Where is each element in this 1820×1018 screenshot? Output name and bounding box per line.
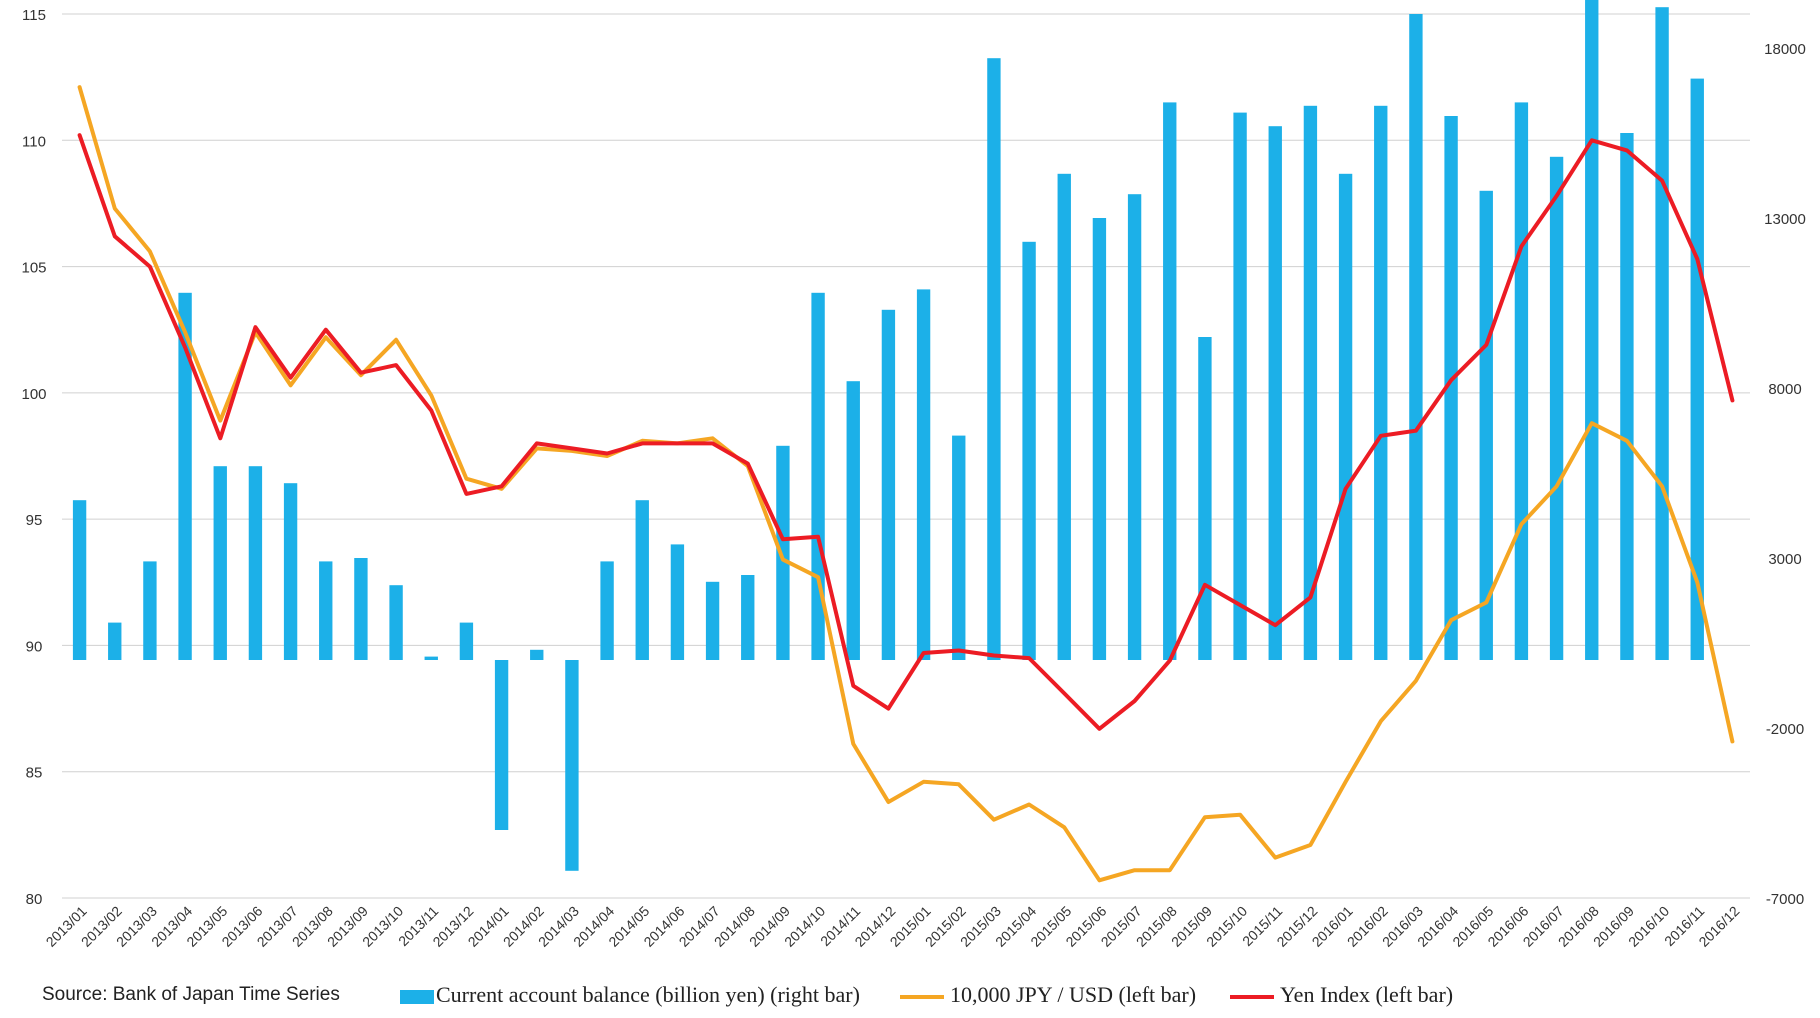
bar-current-account: [670, 544, 685, 660]
left-axis-tick-label: 100: [21, 386, 46, 403]
bar-current-account: [1198, 337, 1212, 660]
legend-swatch-yen-index: [1230, 994, 1274, 999]
bar-current-account: [1092, 218, 1107, 660]
bar-current-account: [1057, 173, 1071, 661]
bar-current-account: [389, 585, 403, 660]
bar-current-account: [72, 500, 87, 660]
bar-current-account: [776, 445, 790, 660]
bar-current-account: [143, 561, 157, 660]
bar-current-account: [811, 292, 825, 660]
bar-current-account: [1303, 105, 1318, 661]
legend-label-current-account: Current account balance (billion yen) (r…: [436, 982, 860, 1007]
bar-current-account: [881, 309, 896, 660]
bar-current-account: [459, 622, 474, 660]
legend-item-jpy-usd: 10,000 JPY / USD (left bar): [900, 982, 1196, 1008]
left-axis-tick-label: 110: [22, 133, 46, 150]
bar-current-account: [1585, 0, 1599, 660]
bar-current-account: [1268, 126, 1282, 660]
bar-current-account: [846, 381, 860, 660]
left-axis-tick-label: 105: [21, 260, 46, 277]
right-axis-tick-label: 18000: [1764, 41, 1806, 58]
right-axis-tick-label: -2000: [1766, 721, 1804, 738]
bar-current-account: [565, 660, 579, 871]
legend: Source: Bank of Japan Time Series Curren…: [0, 978, 1820, 1012]
bar-current-account: [952, 435, 966, 660]
source-note: Source: Bank of Japan Time Series: [42, 984, 340, 1005]
bar-current-account: [741, 575, 755, 660]
bar-current-account: [248, 466, 263, 660]
right-axis-tick-label: -7000: [1766, 891, 1804, 908]
bar-current-account: [635, 500, 649, 660]
bar-current-account: [1479, 190, 1493, 661]
bar-current-account: [424, 656, 438, 660]
bar-current-account: [1514, 102, 1529, 660]
right-axis-tick-label: 13000: [1764, 211, 1806, 228]
legend-swatch-bar: [400, 989, 434, 1004]
bar-current-account: [178, 292, 192, 660]
bar-current-account: [530, 649, 544, 660]
bar-current-account: [1374, 105, 1388, 661]
bar-current-account: [916, 289, 931, 660]
legend-label-yen-index: Yen Index (left bar): [1280, 982, 1454, 1007]
left-axis-tick-label: 90: [26, 638, 43, 655]
legend-label-jpy-usd: 10,000 JPY / USD (left bar): [950, 982, 1197, 1007]
right-axis-tick-label: 8000: [1768, 381, 1801, 398]
bar-current-account: [1022, 241, 1036, 661]
series-line-jpy-usd: [77, 85, 1735, 883]
bar-current-account: [494, 660, 509, 830]
bar-current-account: [319, 561, 333, 660]
legend-item-current-account: Current account balance (billion yen) (r…: [400, 982, 860, 1008]
bar-current-account: [1163, 102, 1177, 660]
bar-current-account: [354, 558, 368, 660]
series-line-yen-index: [77, 133, 1735, 731]
bar-current-account: [1549, 156, 1564, 661]
bar-current-account: [1409, 14, 1423, 660]
bar-current-account: [987, 58, 1001, 660]
bar-current-account: [213, 466, 227, 660]
right-axis-tick-label: 3000: [1768, 551, 1801, 568]
legend-item-yen-index: Yen Index (left bar): [1230, 982, 1453, 1008]
bar-current-account: [1338, 173, 1353, 661]
bar-current-account: [1127, 194, 1142, 660]
left-axis-tick-label: 85: [26, 765, 43, 782]
bar-current-account: [1233, 112, 1247, 661]
left-axis-tick-label: 115: [22, 7, 46, 24]
legend-swatch-jpy-usd: [900, 994, 944, 999]
bar-current-account: [108, 622, 122, 660]
bar-current-account: [283, 483, 298, 660]
left-axis-tick-label: 95: [26, 512, 43, 529]
bar-current-account: [600, 561, 614, 660]
bar-current-account: [705, 581, 720, 660]
chart-canvas: 80 85 90 95 100 105 110 115 -7000 -2000 3000 8000 13…: [21, 0, 1806, 950]
bar-current-account: [1444, 116, 1458, 660]
bar-current-account: [1620, 133, 1634, 660]
bar-current-account: [1655, 7, 1669, 660]
left-axis-tick-label: 80: [26, 891, 43, 908]
bar-current-account: [1690, 78, 1704, 661]
